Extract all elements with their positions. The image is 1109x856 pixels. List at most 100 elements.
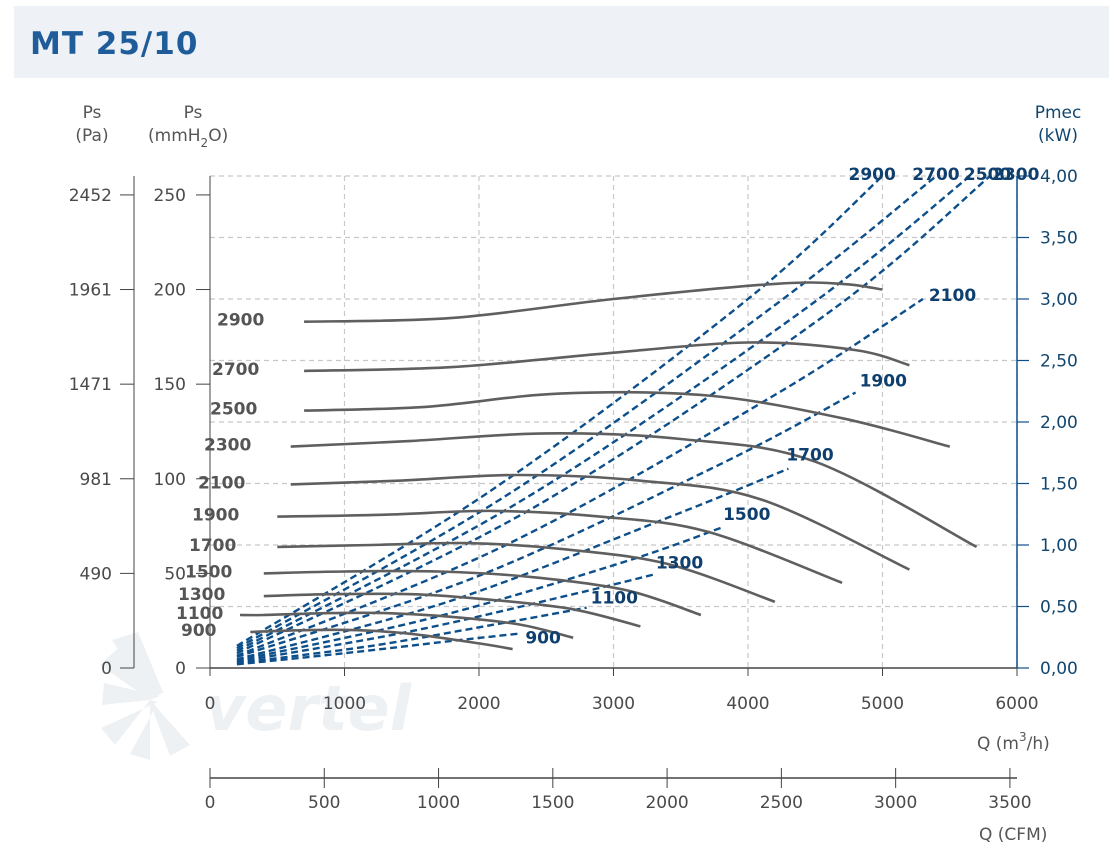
pressure-label-2700: 2700 — [212, 360, 259, 380]
power-label-1300: 1300 — [656, 554, 703, 574]
mm-tick-label: 0 — [175, 659, 186, 679]
pressure-label-1700: 1700 — [189, 536, 236, 556]
pressure-label-2500: 2500 — [210, 400, 257, 420]
pmec-tick-label: 1,50 — [1040, 475, 1078, 495]
power-curve-1500 — [236, 526, 722, 662]
pmec-tick-label: 0,50 — [1040, 598, 1078, 618]
power-curve-2900 — [236, 175, 884, 647]
q-m3h-title: Q (m3/h) — [977, 730, 1050, 754]
pmec-tick-label: 1,00 — [1040, 536, 1078, 556]
q-m3h-sup: 3 — [1019, 730, 1027, 744]
ps-pa-unit: (Pa) — [75, 126, 108, 146]
power-curve-2500 — [236, 175, 971, 652]
axis-ticks: 0 490 981 1471 1961 2452 0 50 100 150 200 250 0,00 0,… — [69, 167, 1078, 813]
pressure-label-2900: 2900 — [217, 311, 264, 331]
curve-labels: 9001100130015001700190021002300250027002… — [176, 165, 1040, 649]
q-tick-label: 6000 — [995, 694, 1038, 714]
pa-tick-label: 981 — [80, 470, 112, 490]
pressure-curve-1300 — [263, 592, 641, 628]
header-bar: MT 25/10 — [14, 6, 1109, 78]
pressure-curve-2700 — [304, 341, 910, 373]
pressure-curve-1500 — [263, 569, 702, 617]
power-label-1700: 1700 — [786, 446, 833, 466]
pmec-tick-label: 2,00 — [1040, 413, 1078, 433]
q-tick-label: 2000 — [457, 694, 500, 714]
mm-tick-label: 50 — [164, 564, 186, 584]
pressure-curve-2900 — [304, 281, 883, 323]
q-tick-label: 0 — [205, 694, 216, 714]
pressure-label-1300: 1300 — [178, 585, 225, 605]
pmec-tick-label: 3,50 — [1040, 229, 1078, 249]
watermark-text: vertel — [205, 672, 412, 745]
power-label-900: 900 — [525, 629, 561, 649]
power-label-2700: 2700 — [912, 165, 959, 185]
pa-tick-label: 0 — [101, 659, 112, 679]
q-tick-label: 1000 — [323, 694, 366, 714]
watermark-logo: vertel — [100, 632, 412, 760]
cfm-tick-label: 2500 — [760, 793, 803, 813]
q-tick-label: 4000 — [726, 694, 769, 714]
power-curves — [236, 175, 991, 666]
pressure-curve-1900 — [277, 509, 843, 585]
mm-tick-label: 150 — [154, 375, 186, 395]
pressure-curve-2100 — [290, 473, 910, 571]
q-tick-label: 3000 — [592, 694, 635, 714]
pa-tick-label: 490 — [80, 564, 112, 584]
cfm-tick-label: 1500 — [531, 793, 574, 813]
pressure-label-2100: 2100 — [198, 473, 245, 493]
ps-pa-title: Ps — [83, 103, 102, 123]
pressure-curve-900 — [250, 628, 513, 651]
mm-tick-label: 200 — [154, 281, 186, 301]
ps-mm-unit: (mmH2O) — [148, 126, 228, 150]
power-label-2500: 2500 — [964, 165, 1011, 185]
power-label-2900: 2900 — [849, 165, 896, 185]
axis-titles: Ps (Pa) Ps (mmH2O) Pmec (kW) Q (m3/h) Q … — [75, 103, 1081, 845]
fan-blades-icon — [100, 632, 190, 760]
cfm-tick-label: 1000 — [417, 793, 460, 813]
power-curve-1900 — [236, 391, 857, 659]
q-tick-label: 5000 — [861, 694, 904, 714]
pa-tick-label: 1961 — [69, 281, 112, 301]
cfm-tick-label: 2000 — [645, 793, 688, 813]
power-curve-1100 — [236, 606, 587, 665]
pmec-tick-label: 3,00 — [1040, 290, 1078, 310]
power-curve-1700 — [236, 467, 789, 661]
pmec-tick-label: 0,00 — [1040, 659, 1078, 679]
pressure-label-1500: 1500 — [185, 562, 232, 582]
ps-mm-unit-sub: 2 — [201, 136, 209, 150]
pressure-curve-2500 — [304, 390, 951, 448]
pressure-curve-1700 — [277, 541, 776, 604]
page-title: MT 25/10 — [30, 26, 199, 62]
pmec-unit: (kW) — [1038, 126, 1078, 146]
mm-tick-label: 100 — [154, 470, 186, 490]
q-cfm-title: Q (CFM) — [979, 825, 1047, 845]
pressure-curve-2300 — [290, 432, 978, 549]
power-curve-900 — [236, 632, 520, 666]
pressure-label-1100: 1100 — [176, 604, 223, 624]
power-label-1900: 1900 — [860, 371, 907, 391]
power-curve-2300 — [236, 175, 991, 655]
pressure-curves — [239, 281, 978, 651]
ps-mm-title: Ps — [184, 103, 203, 123]
pa-tick-label: 1471 — [69, 375, 112, 395]
power-label-1500: 1500 — [723, 505, 770, 525]
cfm-tick-label: 3500 — [988, 793, 1031, 813]
power-label-2300: 2300 — [992, 165, 1039, 185]
power-curve-1300 — [236, 573, 655, 664]
power-curve-2700 — [236, 175, 938, 650]
pmec-tick-label: 2,50 — [1040, 352, 1078, 372]
pressure-label-900: 900 — [181, 621, 217, 641]
power-label-2100: 2100 — [929, 286, 976, 306]
q-m3h-a: Q (m — [977, 734, 1019, 754]
ps-mm-unit-b: O) — [208, 126, 228, 146]
ps-mm-unit-a: (mmH — [148, 126, 201, 146]
pressure-label-2300: 2300 — [204, 436, 251, 456]
q-m3h-b: /h) — [1027, 734, 1050, 754]
power-label-1100: 1100 — [591, 589, 638, 609]
pmec-tick-label: 4,00 — [1040, 167, 1078, 187]
cfm-tick-label: 500 — [308, 793, 340, 813]
pa-tick-label: 2452 — [69, 186, 112, 206]
pmec-title: Pmec — [1035, 103, 1082, 123]
pressure-curve-1100 — [239, 611, 574, 639]
